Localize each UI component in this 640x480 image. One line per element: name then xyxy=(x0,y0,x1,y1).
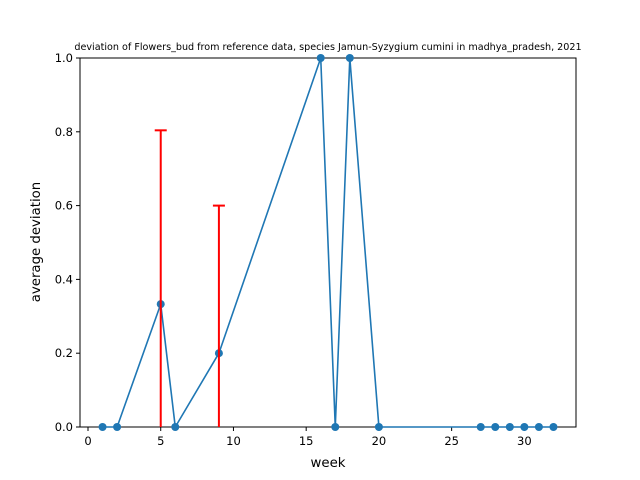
data-point xyxy=(491,423,500,431)
data-point xyxy=(98,423,107,431)
data-point xyxy=(520,423,529,431)
data-point xyxy=(345,54,354,62)
x-tick-label: 0 xyxy=(84,434,91,448)
data-point xyxy=(331,423,340,431)
data-point xyxy=(505,423,514,431)
x-tick-label: 25 xyxy=(444,434,459,448)
y-tick-label: 0.8 xyxy=(55,125,73,139)
data-point xyxy=(374,423,383,431)
x-tick-label: 30 xyxy=(517,434,532,448)
y-tick-label: 0.0 xyxy=(55,420,73,434)
x-tick-label: 15 xyxy=(299,434,314,448)
x-tick-label: 10 xyxy=(226,434,241,448)
x-axis-label: week xyxy=(311,456,346,471)
data-point xyxy=(534,423,543,431)
y-tick-label: 0.4 xyxy=(55,272,73,286)
data-point xyxy=(476,423,485,431)
x-tick-label: 20 xyxy=(372,434,387,448)
data-point xyxy=(113,423,122,431)
y-tick-label: 1.0 xyxy=(55,51,73,65)
chart-title: deviation of Flowers_bud from reference … xyxy=(74,42,581,53)
y-tick-label: 0.6 xyxy=(55,199,73,213)
data-point xyxy=(316,54,325,62)
data-point xyxy=(171,423,180,431)
y-axis-label: average deviation xyxy=(29,182,44,302)
data-point xyxy=(549,423,558,431)
y-tick-label: 0.2 xyxy=(55,346,73,360)
plot-area: 0 5 10 15 20 25 30 0.0 0.2 0.4 0.6 0.8 1.0 xyxy=(55,51,577,448)
x-tick-label: 5 xyxy=(157,434,164,448)
axes-frame xyxy=(79,57,577,428)
